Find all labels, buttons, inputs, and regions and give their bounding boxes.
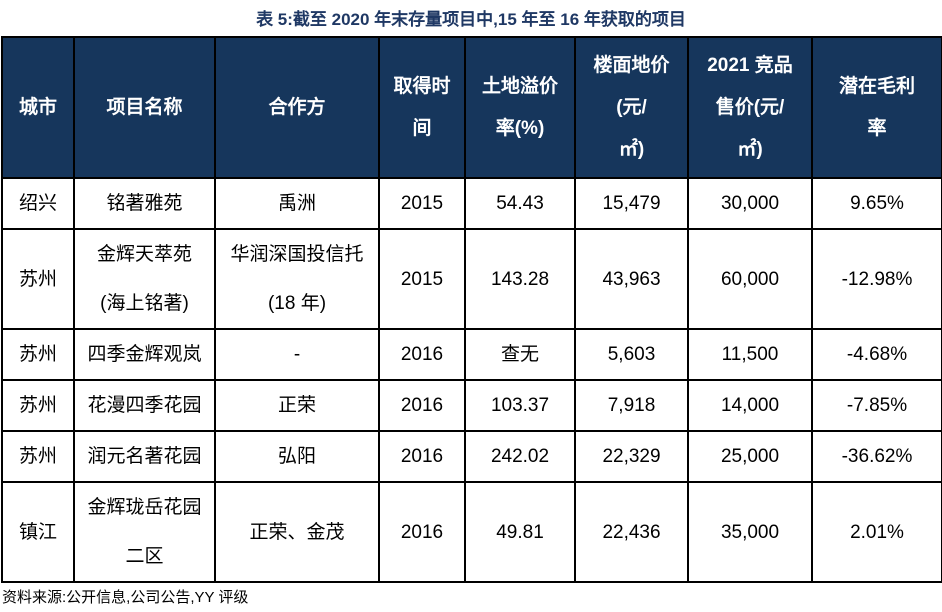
table-body: 绍兴 铭著雅苑 禹洲 2015 54.43 15,479 30,000 9.65… bbox=[1, 177, 942, 583]
cell-potential-gross-margin: -36.62% bbox=[811, 430, 942, 483]
table-row: 绍兴 铭著雅苑 禹洲 2015 54.43 15,479 30,000 9.65… bbox=[1, 177, 942, 230]
header-floor-price: 楼面地价 (元/ ㎡) bbox=[574, 36, 689, 179]
header-project-name: 项目名称 bbox=[73, 36, 216, 179]
header-city: 城市 bbox=[1, 36, 75, 179]
cell-land-premium-rate: 242.02 bbox=[464, 430, 576, 483]
cell-project-name: 铭著雅苑 bbox=[73, 177, 216, 230]
cell-acquired-time: 2015 bbox=[378, 228, 466, 330]
header-partner: 合作方 bbox=[214, 36, 380, 179]
cell-2021-competitor-price: 14,000 bbox=[687, 379, 813, 432]
cell-2021-competitor-price: 30,000 bbox=[687, 177, 813, 230]
cell-project-name: 金辉天萃苑 (海上铭著) bbox=[73, 228, 216, 330]
cell-2021-competitor-price: 35,000 bbox=[687, 481, 813, 583]
cell-acquired-time: 2016 bbox=[378, 328, 466, 381]
cell-land-premium-rate: 143.28 bbox=[464, 228, 576, 330]
cell-project-name: 四季金辉观岚 bbox=[73, 328, 216, 381]
cell-partner: 正荣 bbox=[214, 379, 380, 432]
table-title: 表 5:截至 2020 年末存量项目中,15 年至 16 年获取的项目 bbox=[256, 10, 686, 29]
cell-project-name: 金辉珑岳花园 二区 bbox=[73, 481, 216, 583]
table-row: 苏州 润元名著花园 弘阳 2016 242.02 22,329 25,000 -… bbox=[1, 430, 942, 483]
cell-partner: - bbox=[214, 328, 380, 381]
cell-2021-competitor-price: 11,500 bbox=[687, 328, 813, 381]
cell-land-premium-rate: 54.43 bbox=[464, 177, 576, 230]
cell-land-premium-rate: 103.37 bbox=[464, 379, 576, 432]
cell-city: 苏州 bbox=[1, 228, 75, 330]
cell-city: 苏州 bbox=[1, 328, 75, 381]
cell-partner: 禹洲 bbox=[214, 177, 380, 230]
cell-potential-gross-margin: 2.01% bbox=[811, 481, 942, 583]
table-row: 苏州 四季金辉观岚 - 2016 查无 5,603 11,500 -4.68% bbox=[1, 328, 942, 381]
header-land-premium-rate: 土地溢价 率(%) bbox=[464, 36, 576, 179]
cell-2021-competitor-price: 25,000 bbox=[687, 430, 813, 483]
cell-partner: 正荣、金茂 bbox=[214, 481, 380, 583]
cell-potential-gross-margin: -7.85% bbox=[811, 379, 942, 432]
header-potential-gross-margin: 潜在毛利 率 bbox=[811, 36, 942, 179]
table-row: 镇江 金辉珑岳花园 二区 正荣、金茂 2016 49.81 22,436 35,… bbox=[1, 481, 942, 583]
projects-table: 城市 项目名称 合作方 取得时 间 土地溢价 率(%) 楼面地价 (元/ ㎡) … bbox=[1, 36, 942, 583]
cell-city: 镇江 bbox=[1, 481, 75, 583]
cell-partner: 弘阳 bbox=[214, 430, 380, 483]
cell-partner: 华润深国投信托 (18 年) bbox=[214, 228, 380, 330]
cell-city: 绍兴 bbox=[1, 177, 75, 230]
source-note: 资料来源:公开信息,公司公告,YY 评级 bbox=[2, 589, 249, 606]
table-header-row: 城市 项目名称 合作方 取得时 间 土地溢价 率(%) 楼面地价 (元/ ㎡) … bbox=[1, 36, 942, 179]
cell-acquired-time: 2016 bbox=[378, 430, 466, 483]
cell-acquired-time: 2016 bbox=[378, 481, 466, 583]
cell-project-name: 花漫四季花园 bbox=[73, 379, 216, 432]
cell-floor-price: 22,329 bbox=[574, 430, 689, 483]
cell-land-premium-rate: 查无 bbox=[464, 328, 576, 381]
cell-floor-price: 7,918 bbox=[574, 379, 689, 432]
cell-potential-gross-margin: -4.68% bbox=[811, 328, 942, 381]
cell-floor-price: 5,603 bbox=[574, 328, 689, 381]
cell-potential-gross-margin: 9.65% bbox=[811, 177, 942, 230]
table-row: 苏州 花漫四季花园 正荣 2016 103.37 7,918 14,000 -7… bbox=[1, 379, 942, 432]
cell-project-name: 润元名著花园 bbox=[73, 430, 216, 483]
header-2021-competitor-price: 2021 竞品 售价(元/ ㎡) bbox=[687, 36, 813, 179]
cell-floor-price: 15,479 bbox=[574, 177, 689, 230]
cell-floor-price: 43,963 bbox=[574, 228, 689, 330]
cell-city: 苏州 bbox=[1, 379, 75, 432]
header-acquired-time: 取得时 间 bbox=[378, 36, 466, 179]
cell-city: 苏州 bbox=[1, 430, 75, 483]
cell-floor-price: 22,436 bbox=[574, 481, 689, 583]
cell-potential-gross-margin: -12.98% bbox=[811, 228, 942, 330]
cell-acquired-time: 2015 bbox=[378, 177, 466, 230]
table-row: 城市 项目名称 合作方 取得时 间 土地溢价 率(%) 楼面地价 (元/ ㎡) … bbox=[1, 36, 942, 179]
cell-acquired-time: 2016 bbox=[378, 379, 466, 432]
cell-land-premium-rate: 49.81 bbox=[464, 481, 576, 583]
table-row: 苏州 金辉天萃苑 (海上铭著) 华润深国投信托 (18 年) 2015 143.… bbox=[1, 228, 942, 330]
cell-2021-competitor-price: 60,000 bbox=[687, 228, 813, 330]
